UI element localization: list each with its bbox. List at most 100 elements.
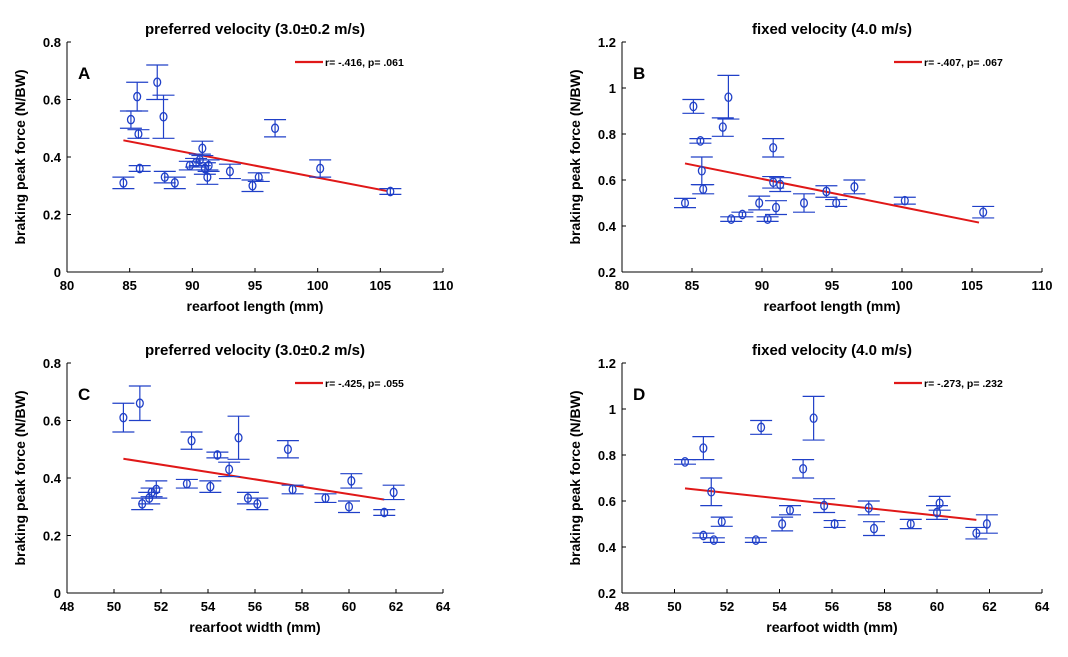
data-point	[674, 197, 696, 209]
x-tick-label: 58	[295, 599, 309, 614]
data-point	[314, 493, 337, 504]
point-marker	[271, 123, 280, 134]
point-marker	[147, 487, 156, 498]
data-point	[674, 457, 696, 467]
point-marker	[699, 184, 708, 195]
data-point	[246, 497, 269, 511]
y-tick-label: 0.8	[598, 448, 616, 463]
x-tick-label: 80	[60, 278, 74, 293]
y-tick-label: 0.8	[43, 356, 61, 371]
data-point	[975, 514, 998, 534]
y-tick-label: 0.2	[598, 265, 616, 280]
x-tick-label: 85	[685, 278, 699, 293]
x-tick-label: 56	[248, 599, 262, 614]
x-tick-label: 110	[433, 278, 454, 293]
data-point	[145, 480, 168, 499]
point-marker	[707, 486, 716, 497]
point-marker	[119, 412, 128, 423]
point-marker	[203, 172, 212, 182]
data-point	[340, 473, 363, 489]
point-marker	[822, 186, 831, 197]
point-marker	[850, 182, 859, 192]
point-marker	[213, 450, 222, 460]
y-tick-label: 0.2	[598, 586, 616, 601]
point-marker	[932, 507, 942, 518]
x-axis-label: rearfoot length (mm)	[764, 298, 901, 314]
data-point	[175, 478, 198, 489]
data-point	[762, 138, 785, 158]
point-marker	[380, 507, 389, 518]
data-point	[771, 516, 794, 532]
y-tick-label: 0.6	[43, 93, 61, 108]
panel-letter: D	[633, 385, 645, 404]
data-point	[779, 505, 801, 516]
point-marker	[321, 493, 330, 503]
x-tick-label: 105	[961, 278, 983, 293]
x-tick-label: 62	[982, 599, 996, 614]
data-point	[247, 172, 270, 183]
y-tick-label: 0.8	[43, 35, 61, 50]
point-marker	[982, 519, 991, 529]
x-tick-label: 50	[667, 599, 681, 614]
point-marker	[288, 484, 297, 495]
point-marker	[254, 172, 263, 182]
data-point	[700, 477, 723, 507]
regression-line	[684, 162, 980, 224]
data-point	[146, 64, 169, 101]
point-marker	[776, 179, 785, 190]
data-point	[127, 129, 150, 139]
legend-label: r= -.273, p= .232	[924, 378, 1003, 390]
panel-title: fixed velocity (4.0 m/s)	[752, 342, 912, 359]
point-marker	[159, 111, 168, 122]
data-point	[191, 140, 214, 157]
panel-c: 48 50 52 54 56 58 60 62 64 0 0.2 0.4 0.6 0.8 preferred…	[12, 342, 451, 635]
panel-title: preferred velocity (3.0±0.2 m/s)	[145, 21, 365, 38]
point-marker	[182, 478, 191, 489]
data-point	[750, 419, 773, 435]
point-marker	[680, 457, 690, 467]
data-point	[128, 385, 151, 422]
x-tick-label: 62	[389, 599, 403, 614]
data-point	[276, 440, 299, 459]
panel-title: preferred velocity (3.0±0.2 m/s)	[145, 342, 365, 359]
y-tick-label: 0.6	[598, 173, 616, 188]
panel-a: 80 85 90 95 100 105 110 0 0.2 0.4 0.6 0.8 preferred …	[12, 21, 453, 314]
x-tick-label: 56	[825, 599, 839, 614]
x-tick-label: 85	[122, 278, 136, 293]
point-marker	[699, 443, 708, 453]
point-marker	[799, 198, 809, 208]
data-point	[793, 193, 815, 213]
point-marker	[689, 101, 698, 112]
x-tick-label: 60	[342, 599, 356, 614]
data-point	[689, 136, 712, 146]
data-point	[112, 176, 135, 190]
data-point	[710, 516, 733, 527]
point-marker	[699, 530, 708, 541]
panel-title: fixed velocity (4.0 m/s)	[752, 21, 912, 38]
point-marker	[718, 122, 727, 132]
y-tick-label: 0.6	[598, 494, 616, 509]
point-marker	[316, 163, 325, 174]
point-marker	[253, 499, 262, 509]
regression-line	[684, 487, 977, 521]
point-marker	[778, 519, 787, 529]
data-point	[112, 402, 135, 433]
regression-line	[123, 139, 387, 192]
point-marker	[344, 501, 354, 512]
y-tick-label: 0.4	[43, 150, 62, 165]
point-marker	[832, 198, 841, 208]
point-marker	[717, 516, 726, 527]
point-marker	[133, 91, 142, 102]
point-marker	[869, 523, 879, 534]
x-tick-label: 80	[615, 278, 629, 293]
point-marker	[680, 198, 690, 208]
data-point	[823, 519, 846, 529]
data-point	[825, 198, 848, 208]
x-axis-label: rearfoot width (mm)	[189, 619, 320, 635]
x-tick-label: 95	[825, 278, 839, 293]
y-axis-label: braking peak force (N/BW)	[12, 390, 28, 565]
point-marker	[170, 178, 179, 188]
y-tick-label: 1.2	[598, 356, 616, 371]
point-marker	[757, 422, 766, 433]
point-marker	[771, 202, 781, 213]
